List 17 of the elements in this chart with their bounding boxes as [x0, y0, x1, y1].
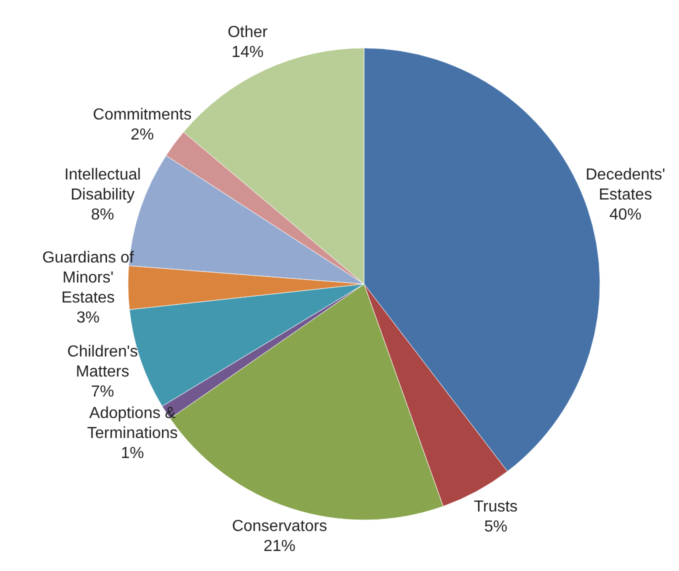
data-label: 3%: [76, 310, 100, 327]
data-label: 14%: [232, 44, 264, 62]
slice-label: Other: [228, 24, 268, 42]
slice-label: Children's Matters: [67, 344, 138, 381]
slice-label: Commitments: [92, 106, 192, 124]
slice-label: Guardians of Minors' Estates: [42, 250, 134, 307]
slice-label: Trusts: [474, 498, 518, 516]
slice-label: Intellectual Disability: [64, 166, 141, 204]
slice-label: Conservators: [232, 518, 328, 536]
data-label: 5%: [484, 518, 508, 536]
data-label: 7%: [91, 384, 114, 401]
data-label: 2%: [130, 126, 154, 144]
slice-label: Decedents' Estates: [586, 166, 666, 204]
data-label: 1%: [120, 445, 144, 462]
data-label: 40%: [609, 206, 642, 224]
data-label: 8%: [91, 206, 114, 224]
data-label: 21%: [264, 538, 296, 556]
